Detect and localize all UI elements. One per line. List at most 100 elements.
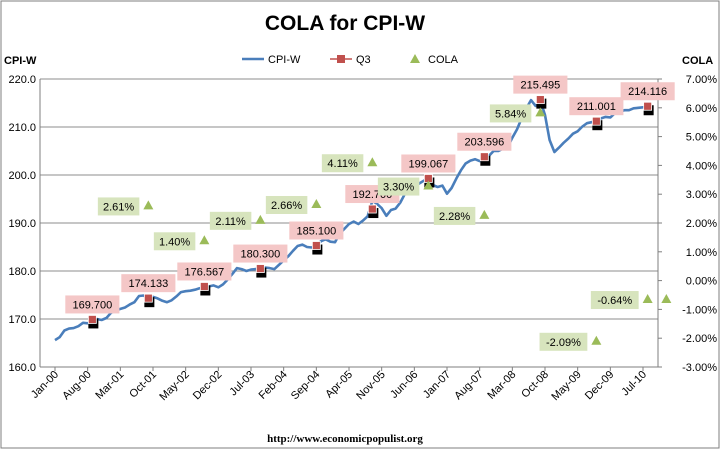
q3-marker	[643, 101, 653, 111]
q3-marker	[199, 282, 209, 291]
right-axis-title: COLA	[682, 55, 713, 67]
q3-marker	[255, 264, 265, 273]
cola-data-label: -2.09%	[546, 337, 581, 349]
q3-data-label: 174.133	[128, 278, 168, 290]
q3-markers	[87, 95, 654, 329]
cola-data-label-bg	[539, 332, 588, 351]
right-tick-label: 5.00%	[686, 132, 717, 144]
q3-data-label: 211.001	[577, 101, 616, 113]
cola-marker	[661, 294, 672, 304]
q3-data-label-bg	[233, 244, 288, 263]
q3-data-label-bg	[513, 75, 568, 94]
legend-label: COLA	[428, 54, 459, 66]
q3-data-label-bg	[457, 132, 512, 151]
cola-data-label: 2.11%	[215, 216, 246, 228]
legend-cola-symbol	[410, 54, 420, 63]
q3-data-label: 169.700	[72, 299, 112, 311]
q3-data-label: 180.300	[240, 249, 280, 261]
right-tick-label: -1.00%	[682, 304, 717, 316]
legend: CPI-W Q3 COLA	[242, 54, 459, 66]
cola-marker	[479, 209, 490, 219]
cola-data-label-bg	[321, 154, 364, 173]
cola-marker	[255, 214, 266, 224]
cola-data-label-bg	[265, 195, 308, 214]
right-axis-ticks: -3.00% -2.00% -1.00% 0.00% 1.00% 2.00% 3.00% 4.…	[658, 74, 717, 374]
left-axis-title: CPI-W	[4, 55, 37, 67]
cola-data-label: 3.30%	[383, 182, 414, 194]
q3-marker	[479, 152, 489, 162]
cola-marker	[143, 200, 154, 210]
cola-data-label-bg	[489, 104, 532, 123]
left-tick-label: 190.0	[8, 218, 36, 230]
left-tick-label: 220.0	[8, 74, 36, 86]
cpiw-line	[54, 98, 653, 342]
cola-data-label: -0.64%	[597, 295, 632, 307]
left-tick-label: 160.0	[8, 362, 36, 374]
right-tick-label: 3.00%	[686, 189, 717, 201]
footer-url: http://www.economicpopulist.org	[267, 433, 423, 445]
cola-marker	[311, 198, 322, 208]
q3-marker	[143, 293, 153, 303]
cola-marker	[535, 107, 546, 117]
cola-data-label-bg	[153, 232, 196, 251]
right-tick-label: 0.00%	[686, 276, 717, 288]
cola-data-label: 5.84%	[495, 108, 526, 120]
cola-data-label-bg	[377, 177, 420, 196]
right-tick-label: -2.00%	[682, 333, 717, 345]
cola-marker	[642, 294, 653, 304]
cola-data-label-bg	[97, 197, 140, 216]
cola-data-label: 2.28%	[439, 211, 470, 223]
cola-markers	[143, 107, 672, 345]
q3-data-label: 176.567	[184, 266, 224, 278]
q3-data-label-bg	[569, 97, 624, 116]
right-tick-label: 1.00%	[686, 247, 717, 259]
q3-labels: 169.700174.133176.567180.300185.100192.7…	[65, 75, 675, 314]
right-tick-label: 7.00%	[686, 74, 717, 86]
cola-data-label-bg	[209, 211, 252, 230]
q3-marker	[367, 204, 377, 214]
legend-q3-symbol	[337, 55, 345, 63]
q3-marker	[591, 116, 601, 126]
cola-data-label-bg	[433, 206, 476, 225]
q3-data-label-bg	[401, 154, 456, 173]
q3-data-label-bg	[65, 295, 120, 314]
q3-data-label: 214.116	[628, 86, 667, 98]
cola-marker	[423, 180, 434, 190]
cola-labels: 2.61% 1.40% 2.11% 2.66% 4.11% 3.30% 2.28% 5.84%…	[97, 104, 639, 351]
cola-marker	[367, 157, 378, 167]
left-tick-label: 210.0	[8, 122, 36, 134]
left-axis-ticks: 160.0 170.0 180.0 190.0 200.0 210.0 220.0	[8, 74, 36, 374]
left-tick-label: 200.0	[8, 170, 36, 182]
cola-data-label: 4.11%	[327, 158, 358, 170]
q3-data-label-bg	[620, 82, 675, 101]
right-tick-label: 2.00%	[686, 218, 717, 230]
cola-data-label: 1.40%	[159, 236, 190, 248]
q3-data-label: 215.495	[520, 80, 560, 92]
cola-marker	[591, 335, 602, 345]
q3-data-label: 199.067	[408, 158, 448, 170]
right-tick-label: 6.00%	[686, 103, 717, 115]
q3-data-label-bg	[177, 262, 232, 281]
q3-data-label: 185.100	[296, 226, 336, 238]
cola-marker	[199, 235, 210, 245]
right-tick-label: 4.00%	[686, 160, 717, 172]
q3-marker	[535, 95, 545, 105]
cpiw-series	[54, 98, 653, 342]
cola-data-label: 2.66%	[271, 200, 302, 212]
legend-label: Q3	[356, 54, 371, 66]
right-tick-label: -3.00%	[682, 362, 717, 374]
cola-data-label: 2.61%	[103, 201, 134, 213]
q3-marker	[311, 241, 321, 250]
q3-data-label: 203.596	[464, 137, 504, 149]
q3-data-label-bg	[121, 274, 176, 293]
cola-data-label-bg	[590, 291, 639, 310]
chart-title: COLA for CPI-W	[265, 12, 425, 35]
q3-data-label-bg	[289, 221, 344, 240]
legend-label: CPI-W	[268, 54, 301, 66]
left-tick-label: 170.0	[8, 314, 36, 326]
left-tick-label: 180.0	[8, 266, 36, 278]
